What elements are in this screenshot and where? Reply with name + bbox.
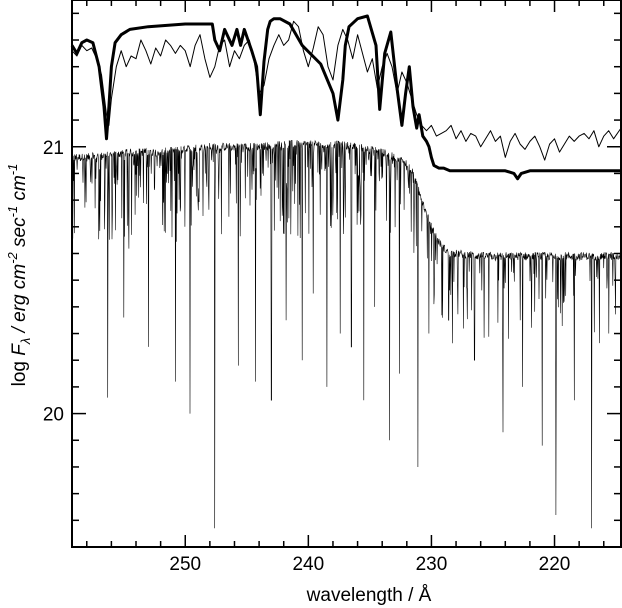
y-label-exp1: -2 [5, 251, 20, 263]
y-tick-label: 21 [43, 138, 64, 159]
y-label-units: / erg cm [9, 264, 30, 338]
y-axis-label: log Fλ / erg cm-2 sec-1 cm-1 [5, 164, 33, 387]
y-label-lambda: λ [18, 338, 33, 345]
series-thick-line [70, 14, 621, 181]
tick-labels: 250 240 230 220 20 21 [43, 138, 571, 575]
y-label-exp3: -1 [5, 164, 20, 176]
x-tick-label: 240 [292, 554, 324, 575]
x-tick-label: 220 [539, 554, 571, 575]
x-tick-label: 250 [169, 554, 201, 575]
x-tick-label: 230 [416, 554, 448, 575]
series-layer [70, 14, 622, 529]
series-hires-spectrum [71, 139, 622, 529]
y-tick-label: 20 [43, 405, 64, 426]
y-label-cm: cm [9, 175, 30, 206]
x-axis-label: wavelength / Å [306, 585, 432, 606]
plot-frame [71, 0, 622, 548]
y-label-exp2: -1 [5, 206, 20, 218]
y-label-f: F [9, 343, 30, 356]
series-thin-line [71, 20, 622, 161]
y-label-sec: sec [9, 217, 30, 252]
y-label-log: log [9, 356, 30, 387]
